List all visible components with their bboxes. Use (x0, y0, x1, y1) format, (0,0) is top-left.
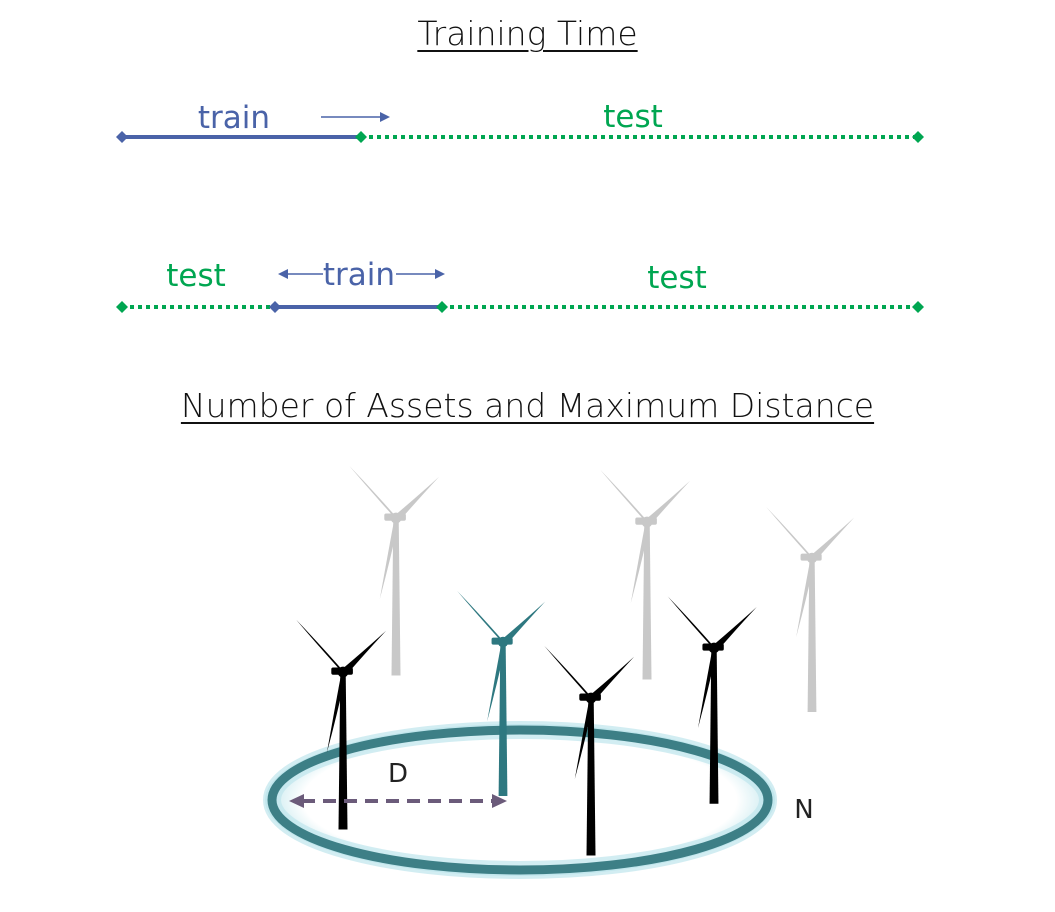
diamond-marker-icon (116, 131, 128, 143)
training-time-title: Training Time (417, 14, 638, 53)
wind-turbine-icon (600, 469, 691, 680)
distance-label: D (388, 759, 408, 789)
background-turbines (349, 465, 855, 712)
train-label-2: train (323, 257, 395, 293)
wind-farm: D N (263, 465, 855, 879)
arrow-left-icon (278, 269, 323, 279)
timeline-2: test train test (116, 257, 924, 313)
diamond-marker-icon (912, 131, 924, 143)
arrow-right-icon (321, 112, 390, 122)
diamond-marker-icon (436, 301, 448, 313)
arrow-right-icon (396, 269, 445, 279)
diamond-marker-icon (355, 131, 367, 143)
wind-turbine-icon (766, 506, 855, 712)
diamond-marker-icon (912, 301, 924, 313)
test-label-right: test (647, 260, 707, 296)
distance-arrow (289, 794, 507, 808)
timeline-1: train test (116, 99, 924, 143)
arrow-right-icon (492, 794, 507, 808)
arrow-left-icon (289, 794, 304, 808)
ring-glow (265, 724, 775, 876)
asset-count-label: N (794, 795, 813, 825)
asset-radius-ring (267, 725, 773, 875)
diamond-marker-icon (269, 301, 281, 313)
test-label-left: test (166, 258, 226, 294)
assets-distance-title: Number of Assets and Maximum Distance (180, 386, 875, 425)
test-label: test (603, 99, 663, 135)
diamond-marker-icon (116, 301, 128, 313)
wind-turbine-icon (349, 465, 440, 676)
train-label: train (198, 100, 270, 136)
